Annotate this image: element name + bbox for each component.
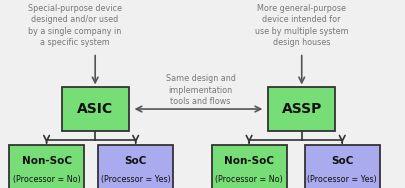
Text: (Processor = Yes): (Processor = Yes) (307, 175, 377, 184)
Text: Same design and
implementation
tools and flows: Same design and implementation tools and… (166, 74, 235, 106)
Text: Non-SoC: Non-SoC (21, 156, 72, 166)
FancyBboxPatch shape (98, 145, 173, 188)
Text: ASSP: ASSP (281, 102, 322, 116)
Text: Special-purpose device
designed and/or used
by a single company in
a specific sy: Special-purpose device designed and/or u… (28, 4, 122, 47)
FancyBboxPatch shape (62, 87, 129, 131)
FancyBboxPatch shape (305, 145, 380, 188)
Text: (Processor = No): (Processor = No) (215, 175, 283, 184)
Text: ASIC: ASIC (77, 102, 113, 116)
Text: (Processor = Yes): (Processor = Yes) (101, 175, 171, 184)
Text: SoC: SoC (331, 156, 354, 166)
Text: SoC: SoC (124, 156, 147, 166)
Text: Non-SoC: Non-SoC (224, 156, 274, 166)
FancyBboxPatch shape (211, 145, 287, 188)
Text: More general-purpose
device intended for
use by multiple system
design houses: More general-purpose device intended for… (255, 4, 349, 47)
FancyBboxPatch shape (268, 87, 335, 131)
FancyBboxPatch shape (9, 145, 84, 188)
Text: (Processor = No): (Processor = No) (13, 175, 81, 184)
